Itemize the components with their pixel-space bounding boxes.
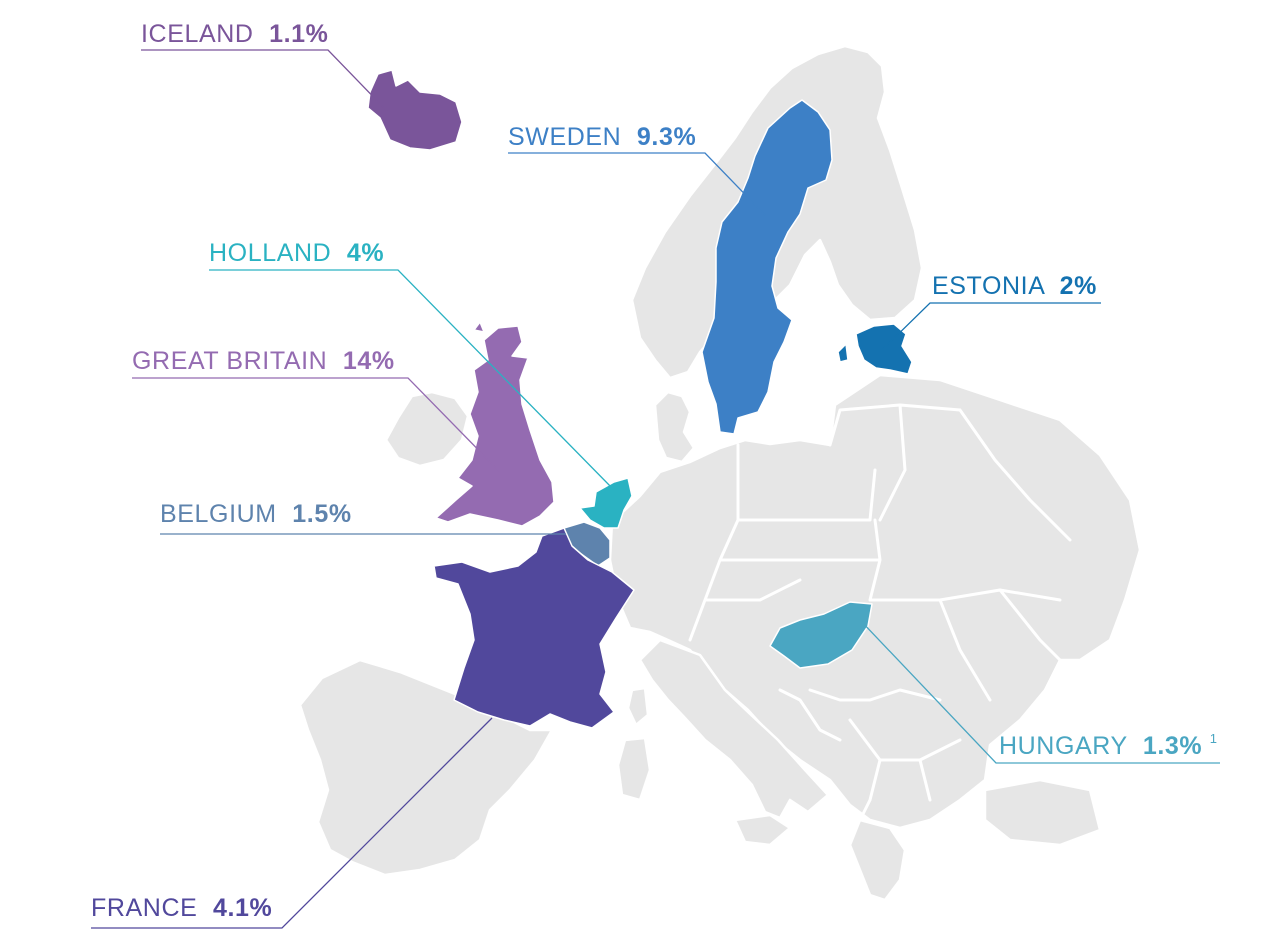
hungary-label: HUNGARY 1.3% 1 [999, 731, 1218, 760]
estonia-value: 2% [1060, 272, 1097, 300]
iceland-name: ICELAND [141, 20, 254, 48]
france-name: FRANCE [91, 894, 197, 922]
sweden-label: SWEDEN 9.3% [508, 123, 696, 151]
land-sardinia [616, 736, 652, 802]
land-greece [848, 818, 907, 902]
iceland-label: ICELAND 1.1% [141, 20, 329, 48]
estonia-label: ESTONIA 2% [932, 272, 1097, 300]
leader-lines [91, 49, 1220, 929]
iceland-leader [141, 49, 389, 113]
iceland-shape [367, 69, 463, 151]
land-italy [638, 638, 830, 820]
estonia-shape [837, 323, 913, 375]
land-turkey [983, 778, 1102, 847]
great-britain-leader [132, 377, 501, 473]
hungary-shape [769, 601, 873, 669]
holland-shape [579, 477, 633, 529]
hungary-leader [859, 619, 1220, 764]
france-label: FRANCE 4.1% [91, 894, 272, 922]
belgium-name: BELGIUM [160, 500, 277, 528]
great-britain-label: GREAT BRITAIN 14% [132, 347, 395, 375]
holland-value: 4% [347, 239, 384, 267]
land-corsica [626, 686, 650, 727]
estonia-leader [881, 302, 1101, 351]
sweden-shape [701, 99, 833, 435]
great-britain-name: GREAT BRITAIN [132, 347, 327, 375]
france-value: 4.1% [213, 894, 272, 922]
sweden-value: 9.3% [637, 123, 696, 151]
land-denmark [653, 390, 696, 464]
holland-label: HOLLAND 4% [209, 239, 384, 267]
land-ireland [384, 390, 470, 468]
sweden-leader [508, 152, 766, 216]
iceland-value: 1.1% [269, 20, 328, 48]
sweden-name: SWEDEN [508, 123, 621, 151]
hungary-name: HUNGARY [999, 732, 1127, 760]
base-land [298, 44, 1142, 902]
estonia-name: ESTONIA [932, 272, 1045, 300]
belgium-value: 1.5% [292, 500, 351, 528]
internal-borders [688, 403, 1072, 822]
france-leader [91, 717, 493, 929]
land-sicily [733, 813, 792, 847]
belgium-label: BELGIUM 1.5% [160, 500, 352, 528]
highlighted-countries [367, 69, 913, 729]
labels: ICELAND 1.1% SWEDEN 9.3% HOLLAND 4% ESTO… [91, 20, 1218, 922]
great-britain-shape [435, 321, 555, 527]
hungary-value: 1.3% [1143, 732, 1202, 760]
holland-name: HOLLAND [209, 239, 331, 267]
great-britain-value: 14% [343, 347, 395, 375]
hungary-footnote: 1 [1210, 731, 1218, 746]
france-shape [433, 527, 635, 729]
holland-leader [209, 269, 615, 491]
